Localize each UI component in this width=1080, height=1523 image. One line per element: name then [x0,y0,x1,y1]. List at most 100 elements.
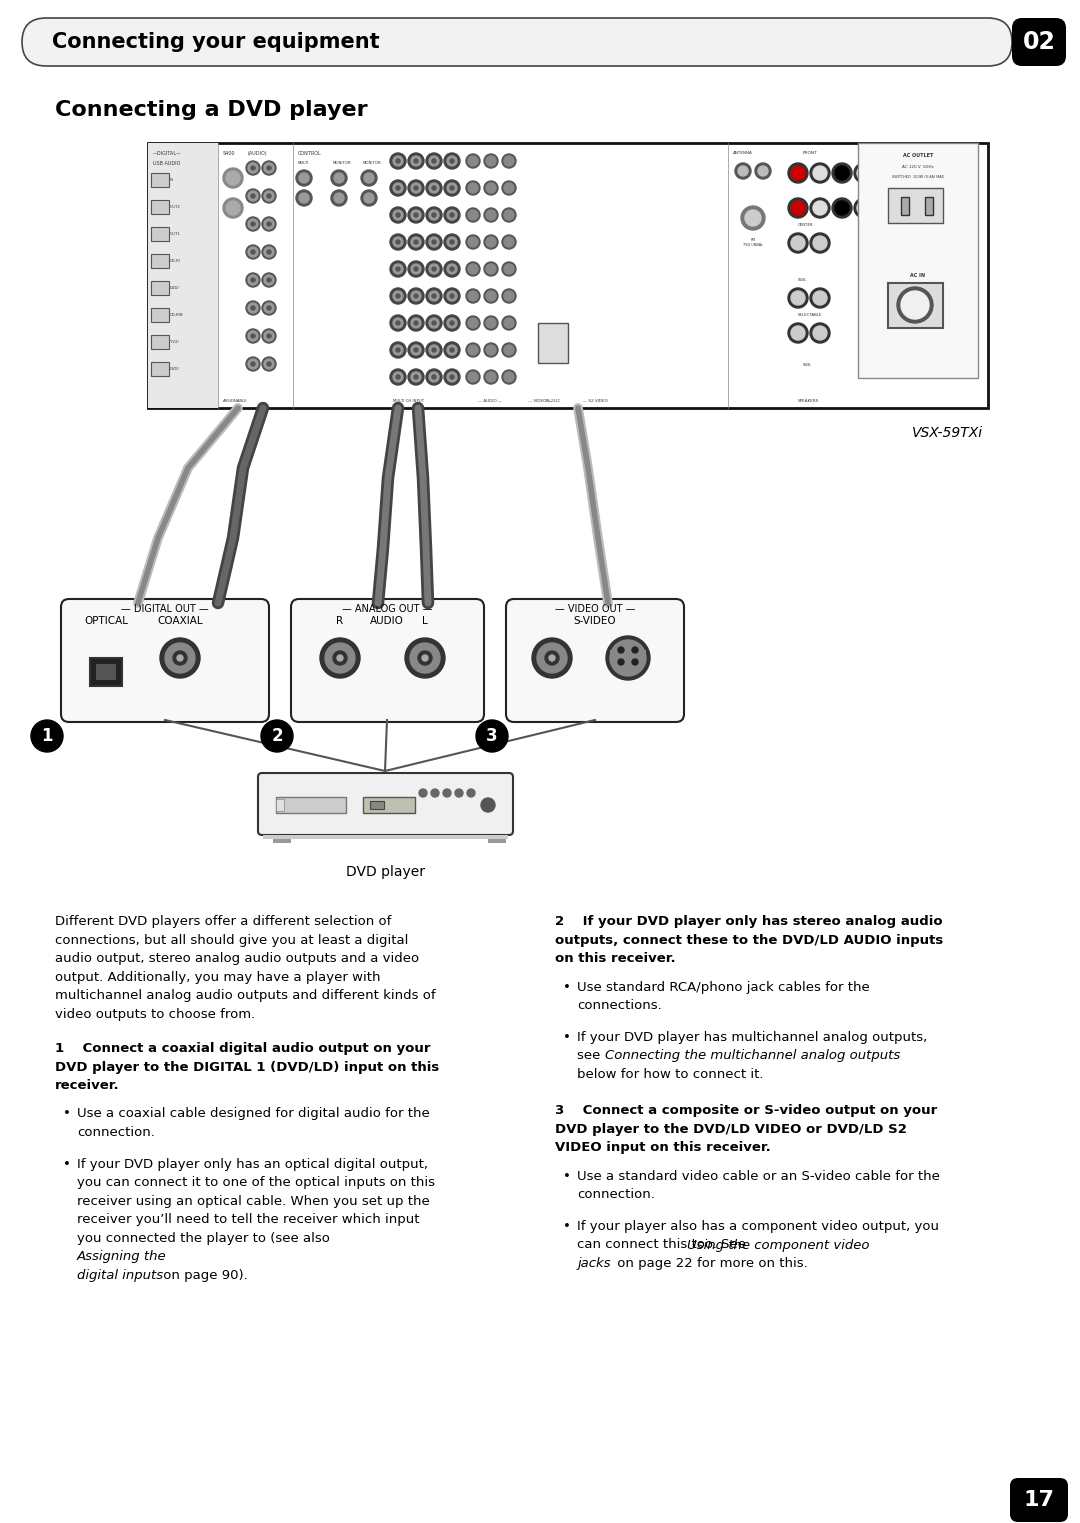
Bar [151,335,168,349]
Text: MONITOR: MONITOR [363,161,381,164]
Circle shape [447,155,457,166]
Circle shape [264,303,274,314]
Bar [151,174,168,187]
Circle shape [455,789,463,797]
Circle shape [334,193,345,203]
Circle shape [414,267,418,271]
Circle shape [408,315,424,330]
Circle shape [788,288,808,308]
Circle shape [408,235,424,250]
Text: FM
75Ω UNBAL: FM 75Ω UNBAL [743,238,764,247]
Text: COAXIAL: COAXIAL [158,615,203,626]
Bar [96,664,116,679]
Circle shape [484,370,498,384]
Bar [538,323,568,362]
Circle shape [444,260,460,277]
Circle shape [361,190,377,206]
Text: SUB-: SUB- [804,362,812,367]
Circle shape [450,241,454,244]
Circle shape [854,198,874,218]
Text: you connected the player to (see also: you connected the player to (see also [77,1232,334,1244]
Text: 2    If your DVD player only has stereo analog audio: 2 If your DVD player only has stereo ana… [555,915,943,928]
Circle shape [411,238,421,247]
Circle shape [791,166,805,180]
Circle shape [467,789,475,797]
Circle shape [222,168,243,187]
Circle shape [408,369,424,385]
Circle shape [632,659,638,666]
Circle shape [160,638,200,678]
Circle shape [813,166,827,180]
Circle shape [755,163,771,180]
Circle shape [476,720,508,752]
Circle shape [504,263,514,274]
Circle shape [396,294,400,299]
Circle shape [484,154,498,168]
Circle shape [450,375,454,379]
Text: on this receiver.: on this receiver. [555,952,676,966]
Text: 2: 2 [271,726,283,745]
Text: SUB-: SUB- [798,279,808,282]
Circle shape [465,181,480,195]
Circle shape [418,650,432,666]
Text: Connecting the multichannel analog outputs: Connecting the multichannel analog outpu… [605,1049,901,1062]
Circle shape [426,152,442,169]
Circle shape [432,375,436,379]
Circle shape [791,236,805,250]
Text: on page 90).: on page 90). [159,1269,247,1282]
Circle shape [251,362,255,366]
Text: connection.: connection. [77,1125,154,1139]
Bar [370,801,384,809]
Text: VIDEO input on this receiver.: VIDEO input on this receiver. [555,1141,771,1154]
Circle shape [426,180,442,196]
Circle shape [396,186,400,190]
Circle shape [432,294,436,299]
Circle shape [486,210,496,219]
Circle shape [504,210,514,219]
Circle shape [832,163,852,183]
Circle shape [320,638,360,678]
Circle shape [393,291,403,302]
Circle shape [411,210,421,219]
Circle shape [486,291,496,302]
Circle shape [854,163,874,183]
Circle shape [414,213,418,216]
Circle shape [545,650,559,666]
Circle shape [267,166,271,171]
Circle shape [832,198,852,218]
Circle shape [264,359,274,369]
Circle shape [468,346,478,355]
Circle shape [408,260,424,277]
Text: USB AUDIO: USB AUDIO [153,161,180,166]
Text: receiver using an optical cable. When you set up the: receiver using an optical cable. When yo… [77,1194,430,1208]
Circle shape [810,163,831,183]
Circle shape [267,250,271,254]
Bar [151,308,168,321]
Circle shape [504,372,514,382]
Circle shape [835,166,849,180]
Circle shape [429,210,438,219]
Circle shape [248,247,258,257]
Text: connections.: connections. [577,999,662,1011]
Circle shape [393,238,403,247]
Bar [901,196,909,215]
Circle shape [393,155,403,166]
Circle shape [248,219,258,228]
Circle shape [468,372,478,382]
Text: outputs, connect these to the DVD/LD AUDIO inputs: outputs, connect these to the DVD/LD AUD… [555,934,943,946]
Circle shape [468,318,478,327]
Circle shape [447,372,457,382]
Circle shape [408,152,424,169]
Circle shape [486,346,496,355]
Circle shape [299,174,309,183]
Circle shape [447,238,457,247]
Circle shape [504,155,514,166]
Circle shape [262,245,276,259]
Text: •: • [63,1157,71,1171]
Circle shape [248,359,258,369]
Circle shape [486,372,496,382]
Circle shape [364,174,374,183]
Circle shape [791,291,805,305]
Circle shape [810,233,831,253]
Text: L: L [422,615,428,626]
